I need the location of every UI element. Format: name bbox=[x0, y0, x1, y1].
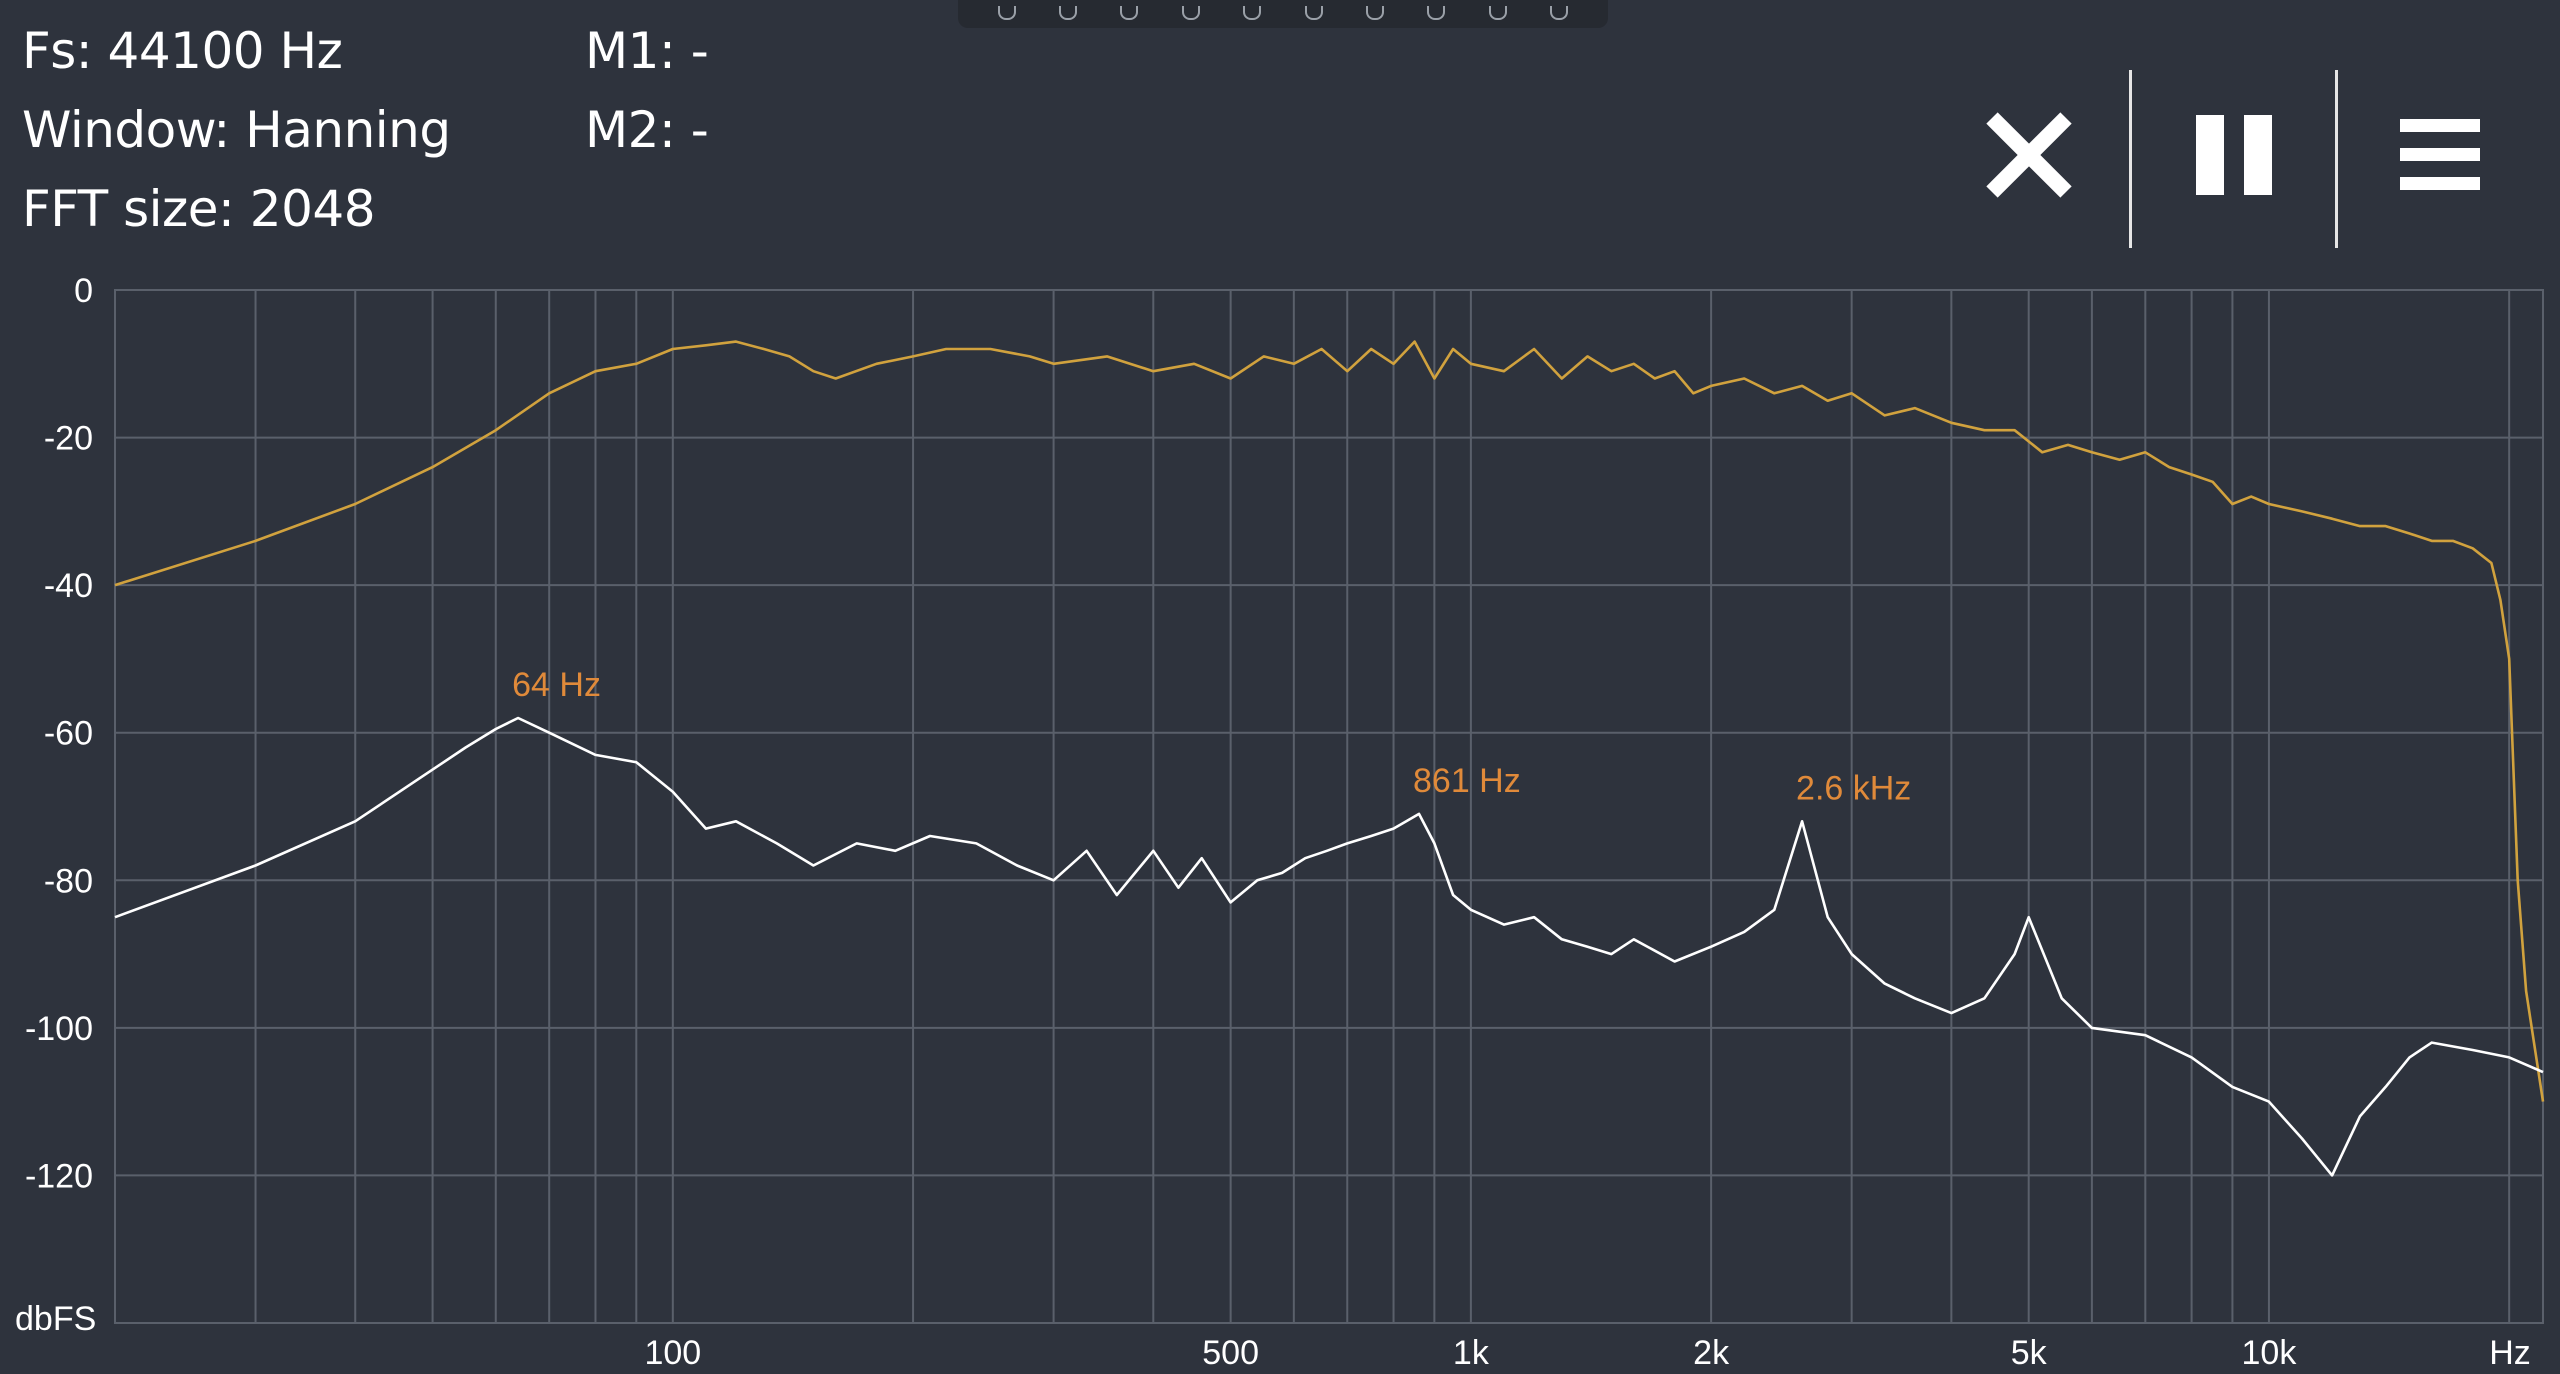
pause-icon bbox=[2196, 115, 2272, 195]
peak-annotations: 64 Hz 861 Hz 2.6 kHz bbox=[512, 666, 1911, 807]
series-group bbox=[114, 340, 2545, 1177]
fft-size-label: FFT size: 2048 bbox=[22, 180, 376, 238]
toolbar-icon-5[interactable] bbox=[1243, 6, 1262, 20]
x-tick-label: 2k bbox=[1693, 1334, 1730, 1372]
toolbar-icon-1[interactable] bbox=[997, 6, 1016, 20]
y-tick-label: -20 bbox=[44, 420, 93, 458]
close-button[interactable] bbox=[1954, 70, 2104, 240]
control-divider bbox=[2129, 70, 2132, 248]
toolbar-icon-2[interactable] bbox=[1059, 6, 1078, 20]
toolbar-icon-9[interactable] bbox=[1488, 6, 1507, 20]
toolbar-icon-6[interactable] bbox=[1304, 6, 1323, 20]
toolbar-icon-7[interactable] bbox=[1366, 6, 1385, 20]
x-tick-label: 10k bbox=[2242, 1334, 2298, 1372]
marker-1-label: M1: - bbox=[585, 22, 709, 80]
peak-label: 2.6 kHz bbox=[1796, 769, 1911, 807]
y-tick-label: -40 bbox=[44, 567, 93, 605]
x-axis-ticks: 100 500 1k 2k 5k 10k bbox=[644, 1334, 2297, 1372]
peak-label: 64 Hz bbox=[512, 666, 601, 704]
peak-label: 861 Hz bbox=[1413, 762, 1521, 800]
toolbar-icon-8[interactable] bbox=[1427, 6, 1446, 20]
top-toolbar bbox=[958, 0, 1608, 28]
x-tick-label: 500 bbox=[1202, 1334, 1259, 1372]
x-tick-label: 5k bbox=[2011, 1334, 2048, 1372]
live-spectrum-line bbox=[114, 716, 2544, 1177]
plot-area bbox=[114, 289, 2544, 1324]
menu-button[interactable] bbox=[2365, 70, 2515, 240]
y-axis-ticks: 0 -20 -40 -60 -80 -100 -120 bbox=[25, 272, 93, 1195]
chart-grid bbox=[115, 289, 2543, 1323]
close-icon bbox=[1986, 112, 2072, 198]
toolbar-icon-3[interactable] bbox=[1120, 6, 1139, 20]
y-tick-label: -60 bbox=[44, 715, 93, 753]
menu-icon bbox=[2400, 119, 2480, 190]
window-label: Window: Hanning bbox=[22, 101, 451, 159]
y-tick-label: -100 bbox=[25, 1010, 93, 1048]
control-divider bbox=[2335, 70, 2338, 248]
sample-rate-label: Fs: 44100 Hz bbox=[22, 22, 343, 80]
peak-hold-line bbox=[114, 340, 2545, 1102]
toolbar-icon-4[interactable] bbox=[1181, 6, 1200, 20]
x-tick-label: 100 bbox=[644, 1334, 701, 1372]
x-axis-label: Hz bbox=[2489, 1334, 2531, 1372]
y-tick-label: -80 bbox=[44, 862, 93, 900]
marker-2-label: M2: - bbox=[585, 101, 709, 159]
toolbar-icon-10[interactable] bbox=[1550, 6, 1569, 20]
y-tick-label: -120 bbox=[25, 1157, 93, 1195]
x-tick-label: 1k bbox=[1453, 1334, 1490, 1372]
y-tick-label: 0 bbox=[74, 272, 93, 310]
pause-button[interactable] bbox=[2159, 70, 2309, 240]
y-axis-label: dbFS bbox=[15, 1300, 96, 1338]
